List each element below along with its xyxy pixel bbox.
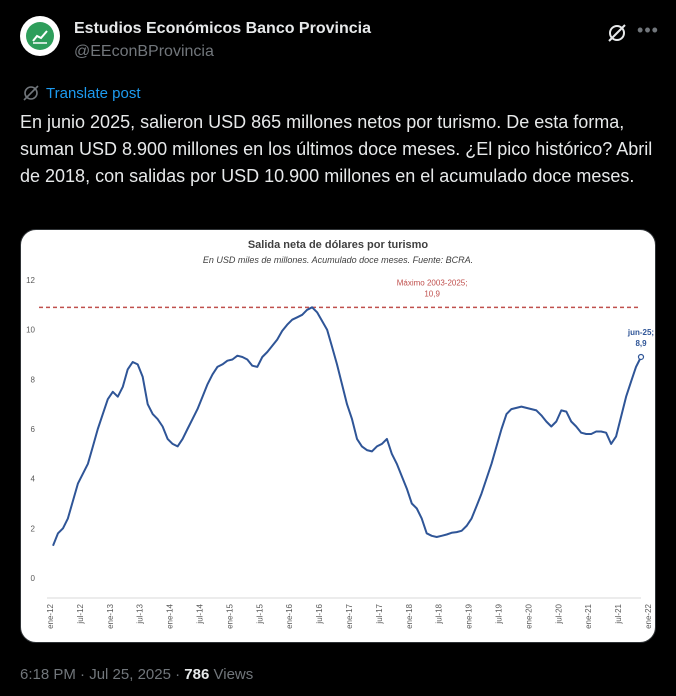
x-axis: ene-12 jul-12 ene-13 jul-13 ene-14 jul-14 ene-… <box>46 597 653 629</box>
x-tick-label: ene-14 <box>166 603 175 628</box>
x-tick-label: ene-18 <box>405 603 414 628</box>
end-label: jun-25; <box>627 328 654 337</box>
series-line <box>52 306 642 547</box>
end-value-label: 8,9 <box>635 339 647 348</box>
x-tick-label: jul-20 <box>554 603 563 624</box>
x-tick-label: jul-19 <box>494 603 503 624</box>
post-media-chart[interactable]: Salida neta de dólares por turismo En US… <box>20 229 656 643</box>
author-handle[interactable]: @EEconBProvincia <box>74 43 214 60</box>
x-tick-label: jul-21 <box>614 603 623 624</box>
x-tick-label: jul-15 <box>255 603 264 624</box>
x-tick-label: jul-16 <box>315 603 324 624</box>
post-text: En junio 2025, salieron USD 865 millones… <box>20 112 658 186</box>
x-tick-label: ene-17 <box>345 603 354 628</box>
post-meta: 6:18 PM · Jul 25, 2025 · 786 Views <box>20 666 253 683</box>
y-tick-label: 4 <box>31 475 36 484</box>
reference-label: Máximo 2003-2025; <box>397 278 468 287</box>
avatar[interactable] <box>20 16 60 56</box>
x-tick-label: ene-21 <box>584 603 593 628</box>
meta-separator: · <box>175 666 181 683</box>
author-name[interactable]: Estudios Económicos Banco Provincia <box>74 20 371 37</box>
y-tick-label: 6 <box>31 425 36 434</box>
y-tick-label: 0 <box>31 574 36 583</box>
y-tick-label: 12 <box>26 276 35 285</box>
post-header: Estudios Económicos Banco Provincia @EEc… <box>20 14 660 66</box>
x-tick-label: ene-13 <box>106 603 115 628</box>
x-tick-label: jul-13 <box>136 603 145 624</box>
views-count: 786 <box>184 666 210 683</box>
more-dots-icon[interactable]: ••• <box>637 20 659 40</box>
views-label: Views <box>213 666 254 683</box>
translate-icon <box>23 85 39 101</box>
y-tick-label: 10 <box>26 326 35 335</box>
x-tick-label: ene-19 <box>465 603 474 628</box>
x-tick-label: ene-15 <box>225 603 234 628</box>
end-point-marker <box>637 353 645 361</box>
meta-separator: · <box>80 666 86 683</box>
chart-subtitle: En USD miles de millones. Acumulado doce… <box>203 255 473 265</box>
y-tick-label: 2 <box>31 524 36 533</box>
y-axis: 0 2 4 6 8 10 12 <box>26 276 35 583</box>
x-tick-label: jul-17 <box>375 603 384 624</box>
x-tick-label: ene-16 <box>285 603 294 628</box>
reference-value-label: 10,9 <box>424 289 440 298</box>
x-tick-label: jul-14 <box>195 603 204 624</box>
translate-post-label: Translate post <box>46 84 141 102</box>
chart-title: Salida neta de dólares por turismo <box>248 239 429 251</box>
grok-icon[interactable] <box>606 22 628 44</box>
post-time[interactable]: 6:18 PM <box>20 666 76 683</box>
x-tick-label: jul-18 <box>435 603 444 624</box>
x-tick-label: ene-22 <box>644 603 653 628</box>
x-tick-label: jul-12 <box>76 603 85 624</box>
translate-post-link[interactable]: Translate post <box>22 84 141 102</box>
chart-logo-icon <box>26 22 54 50</box>
chart: Salida neta de dólares por turismo En US… <box>26 239 654 629</box>
x-tick-label: ene-12 <box>46 603 55 628</box>
y-tick-label: 8 <box>31 375 36 384</box>
x-tick-label: ene-20 <box>524 603 533 628</box>
post-date[interactable]: Jul 25, 2025 <box>89 666 171 683</box>
